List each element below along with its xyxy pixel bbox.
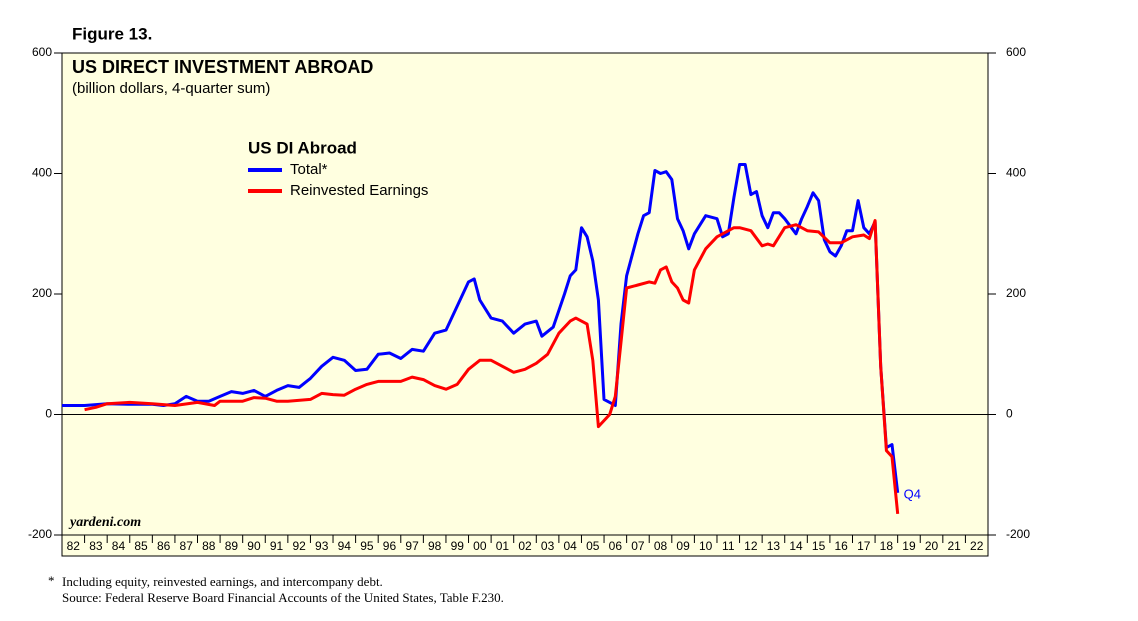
x-tick-label: 93 (315, 539, 329, 553)
x-tick-label: 13 (767, 539, 781, 553)
x-tick-label: 85 (134, 539, 148, 553)
x-tick-label: 02 (518, 539, 532, 553)
x-tick-label: 07 (631, 539, 645, 553)
x-tick-label: 86 (157, 539, 171, 553)
x-tick-label: 10 (699, 539, 713, 553)
x-tick-label: 20 (925, 539, 939, 553)
x-tick-label: 09 (676, 539, 690, 553)
x-tick-label: 88 (202, 539, 216, 553)
legend-title: US DI Abroad (248, 138, 357, 157)
y-tick-label: -200 (28, 527, 52, 541)
figure-label: Figure 13. (72, 24, 152, 43)
y-tick-label: 200 (32, 286, 52, 300)
x-tick-label: 03 (541, 539, 555, 553)
x-tick-label: 82 (67, 539, 81, 553)
x-tick-label: 91 (270, 539, 284, 553)
x-tick-label: 00 (473, 539, 487, 553)
annotation: Q4 (904, 486, 921, 501)
x-tick-label: 94 (338, 539, 352, 553)
y2-tick-label: 600 (1006, 45, 1026, 59)
x-tick-label: 95 (360, 539, 374, 553)
series-line (84, 219, 900, 515)
y-tick-label: 0 (45, 407, 52, 421)
source-note: Source: Federal Reserve Board Financial … (62, 590, 504, 605)
watermark: yardeni.com (68, 515, 141, 530)
footnote: Including equity, reinvested earnings, a… (62, 574, 383, 589)
x-tick-label: 92 (292, 539, 306, 553)
legend-label: Reinvested Earnings (290, 182, 428, 199)
x-tick-label: 89 (225, 539, 239, 553)
y2-tick-label: 0 (1006, 407, 1013, 421)
y-tick-label: 400 (32, 166, 52, 180)
x-tick-label: 04 (563, 539, 577, 553)
x-tick-label: 22 (970, 539, 984, 553)
x-tick-label: 12 (744, 539, 758, 553)
chart-title: US DIRECT INVESTMENT ABROAD (72, 57, 373, 77)
y2-tick-label: 400 (1006, 166, 1026, 180)
x-axis-strip (61, 534, 989, 557)
series-line (62, 163, 900, 493)
x-tick-label: 14 (789, 539, 803, 553)
x-tick-label: 96 (383, 539, 397, 553)
x-tick-label: 18 (880, 539, 894, 553)
x-tick-label: 87 (180, 539, 194, 553)
x-tick-label: 05 (586, 539, 600, 553)
x-tick-label: 83 (89, 539, 103, 553)
x-tick-label: 15 (812, 539, 826, 553)
plot-area (61, 52, 989, 536)
x-tick-label: 99 (451, 539, 465, 553)
x-tick-label: 98 (428, 539, 442, 553)
x-tick-label: 11 (722, 539, 735, 553)
footnote-marker: * (48, 573, 55, 588)
x-tick-label: 21 (947, 539, 961, 553)
x-tick-label: 01 (496, 539, 510, 553)
x-tick-label: 08 (654, 539, 668, 553)
legend-label: Total* (290, 161, 328, 178)
x-tick-label: 16 (835, 539, 849, 553)
chart-subtitle: (billion dollars, 4-quarter sum) (72, 80, 270, 97)
x-tick-label: 17 (857, 539, 871, 553)
x-tick-label: 06 (609, 539, 623, 553)
y2-tick-label: 200 (1006, 286, 1026, 300)
y2-tick-label: -200 (1006, 527, 1030, 541)
x-tick-label: 19 (902, 539, 916, 553)
x-tick-label: 84 (112, 539, 126, 553)
x-tick-label: 97 (405, 539, 419, 553)
y-tick-label: 600 (32, 45, 52, 59)
x-tick-label: 90 (247, 539, 261, 553)
